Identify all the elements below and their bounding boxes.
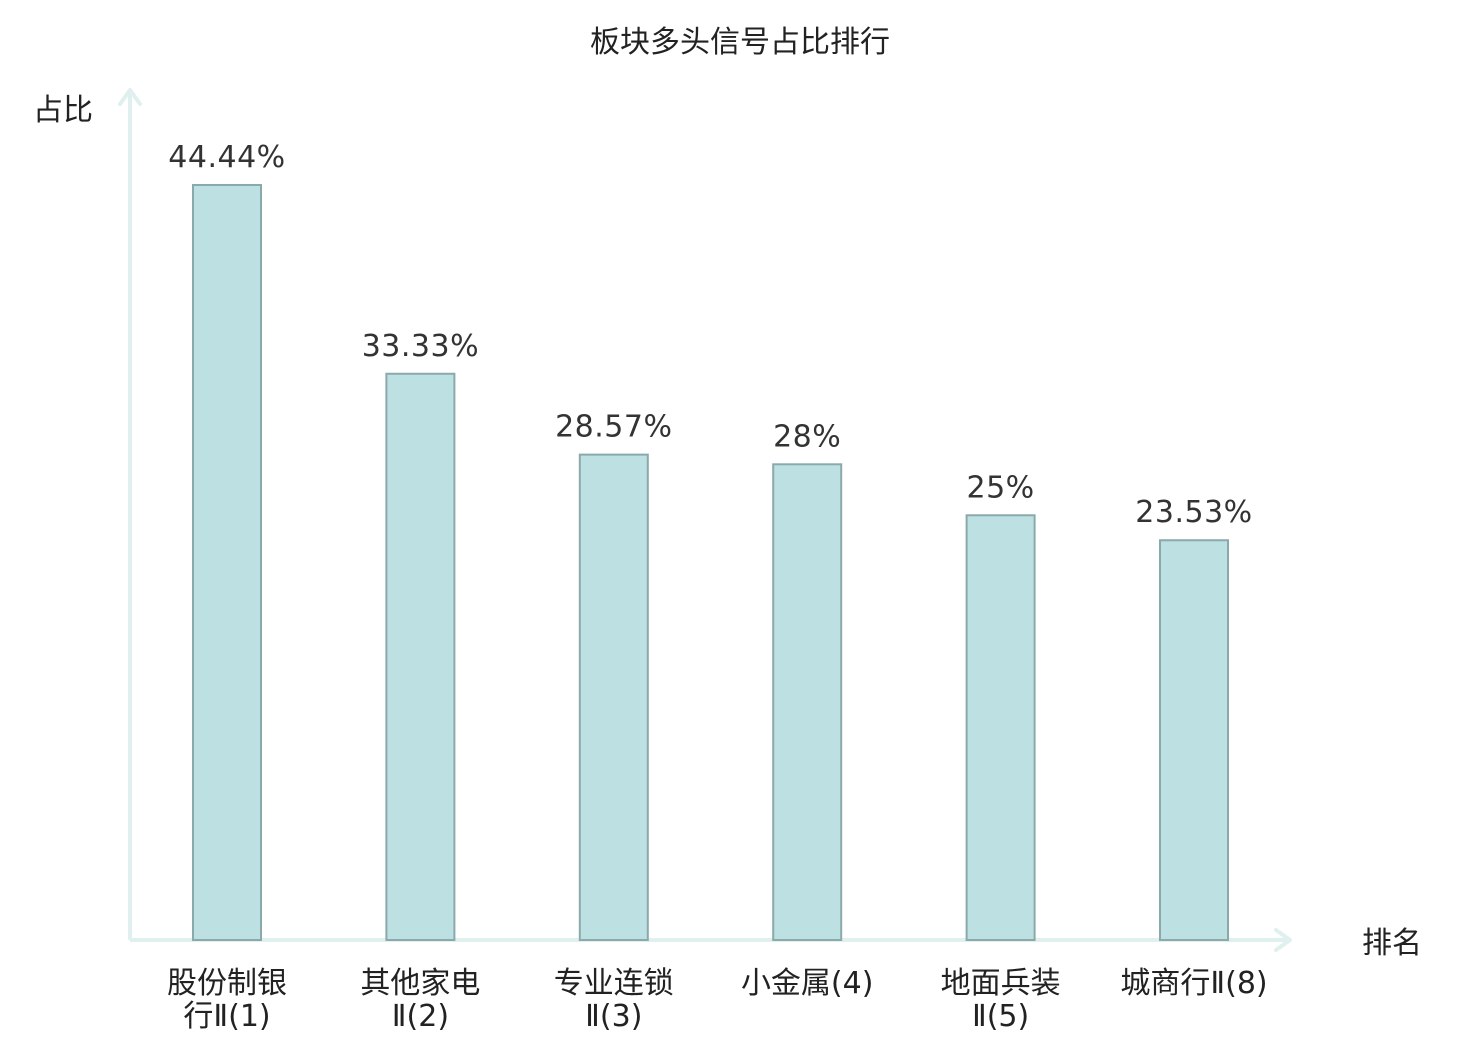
- x-tick-label: 股份制银行Ⅱ(1): [167, 966, 287, 1034]
- x-tick-label-line: 小金属(4): [741, 966, 874, 1001]
- x-tick-label-line: Ⅱ(5): [972, 999, 1029, 1034]
- x-tick-label-line: 专业连锁: [554, 966, 674, 1001]
- x-tick-label: 小金属(4): [741, 966, 874, 1001]
- y-axis-arrow: [118, 88, 142, 106]
- bar: [965, 514, 1036, 941]
- x-tick-label: 城商行Ⅱ(8): [1120, 966, 1267, 1001]
- bar: [1159, 539, 1229, 941]
- x-tick-label: 专业连锁 Ⅱ(3): [554, 966, 674, 1034]
- x-tick-label-line: 其他家电: [360, 966, 480, 1001]
- data-label: 25%: [967, 470, 1035, 505]
- x-tick-label-line: 地面兵装: [941, 966, 1061, 1001]
- value-labels-group: 44.44% 33.33% 28.57% 28% 25% 23.53%: [168, 140, 1252, 530]
- bar: [772, 463, 843, 941]
- bar: [385, 372, 456, 941]
- y-axis-title: 占比: [33, 93, 93, 128]
- x-axis-title: 排名: [1362, 926, 1422, 961]
- bar: [192, 184, 262, 941]
- x-tick-label-line: 行Ⅱ(1): [183, 999, 270, 1034]
- category-labels-group: 股份制银行Ⅱ(1) 其他家电 Ⅱ(2) 专业连锁 Ⅱ(3) 小金属(4) 地面兵装 Ⅱ(5) 城…: [167, 966, 1268, 1034]
- bars-group: [192, 184, 1229, 941]
- data-label: 44.44%: [168, 140, 285, 175]
- x-axis-arrow: [1274, 928, 1292, 952]
- data-label: 28.57%: [555, 410, 672, 445]
- x-tick-label: 地面兵装 Ⅱ(5): [941, 966, 1061, 1034]
- chart-title: 板块多头信号占比排行: [590, 25, 890, 60]
- axes: [118, 88, 1292, 952]
- bar: [578, 453, 649, 941]
- x-tick-label-line: Ⅱ(3): [585, 999, 642, 1034]
- data-label: 28%: [773, 419, 841, 454]
- data-label: 23.53%: [1135, 495, 1252, 530]
- data-label: 33.33%: [362, 329, 479, 364]
- x-tick-label-line: 股份制银: [167, 966, 287, 1001]
- x-tick-label-line: Ⅱ(2): [392, 999, 449, 1034]
- x-tick-label: 其他家电 Ⅱ(2): [360, 966, 480, 1034]
- x-tick-label-line: 城商行Ⅱ(8): [1120, 966, 1267, 1001]
